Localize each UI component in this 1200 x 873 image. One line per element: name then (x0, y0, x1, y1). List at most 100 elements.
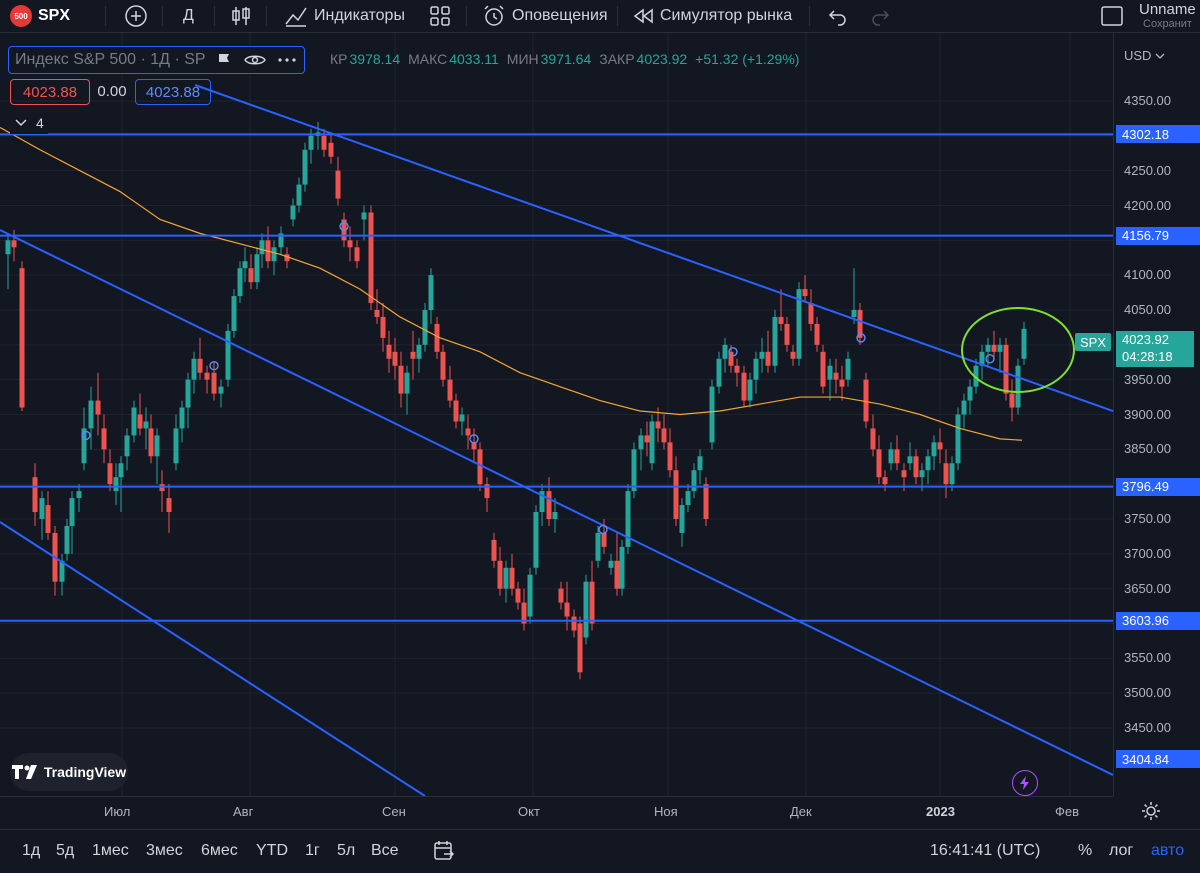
candle-body (790, 351, 796, 359)
symbol-legend[interactable]: Индекс S&P 500 · 1Д · SP (8, 46, 305, 74)
last-price: 4023.92 (1122, 332, 1169, 347)
candle-body (242, 261, 248, 269)
candle-body (1003, 344, 1009, 394)
event-marker[interactable] (339, 221, 349, 232)
flag-icon[interactable] (216, 52, 232, 68)
candle-body (997, 344, 1003, 352)
candle-body (124, 435, 130, 457)
candle-body (882, 477, 888, 485)
log-toggle[interactable]: лог (1109, 841, 1134, 859)
indicators-toggle[interactable]: 4 (10, 112, 48, 134)
candle-body (1009, 393, 1015, 408)
tradingview-icon (11, 765, 37, 779)
candle-body (539, 491, 545, 513)
undo-button[interactable] (826, 0, 848, 32)
replay-button[interactable]: Симулятор рынка (632, 0, 792, 32)
candle-body (772, 316, 778, 366)
compare-button[interactable] (124, 0, 148, 32)
candle-body (577, 623, 583, 673)
event-marker[interactable] (81, 430, 91, 441)
chart-type-button[interactable] (230, 0, 252, 32)
candle-body (521, 602, 527, 624)
candle-body (254, 254, 260, 283)
candle-body (716, 358, 722, 387)
sell-button[interactable]: 4023.88 (10, 79, 90, 105)
layouts-button[interactable] (430, 0, 450, 32)
candle-body (991, 344, 997, 352)
candle-body (95, 400, 101, 415)
range-button[interactable]: 5л (337, 841, 356, 859)
trendline[interactable] (0, 521, 426, 796)
candle-body (101, 428, 107, 450)
price-tick-label: 3450.00 (1124, 720, 1171, 735)
replay-label: Симулятор рынка (660, 7, 793, 24)
close-value: 4023.92 (636, 51, 688, 67)
redo-button[interactable] (870, 0, 892, 32)
range-button[interactable]: 1г (305, 841, 320, 859)
alerts-button[interactable]: Оповещения (482, 0, 608, 32)
interval-button[interactable]: Д (183, 7, 194, 24)
percent-toggle[interactable]: % (1078, 841, 1093, 859)
candle-body (321, 135, 327, 150)
range-button[interactable]: Все (371, 841, 399, 859)
event-marker[interactable] (598, 524, 608, 535)
chart-canvas (0, 33, 1113, 796)
candle-body (808, 303, 814, 324)
auto-toggle[interactable]: авто (1151, 841, 1185, 859)
range-button[interactable]: 3мес (146, 841, 183, 859)
layout-name[interactable]: Unname (1139, 1, 1196, 18)
moving-average-line[interactable] (0, 126, 1023, 441)
clock-display[interactable]: 16:41:41 (UTC) (930, 841, 1041, 859)
candles-icon (232, 7, 250, 25)
alerts-label: Оповещения (512, 7, 608, 24)
range-button[interactable]: YTD (256, 841, 288, 859)
more-icon[interactable] (276, 52, 298, 68)
currency-label: USD (1124, 48, 1152, 63)
price-tick-label: 4100.00 (1124, 267, 1171, 283)
price-scale[interactable] (1113, 33, 1200, 796)
event-marker[interactable] (856, 333, 866, 343)
event-marker[interactable] (728, 347, 738, 357)
candle-body (271, 247, 277, 262)
time-label: Июл (104, 804, 131, 819)
candle-body (503, 567, 509, 589)
tradingview-logo[interactable]: TradingView (10, 753, 128, 791)
candle-body (440, 351, 446, 380)
time-scale[interactable] (0, 796, 1113, 829)
highlight-ellipse[interactable] (961, 307, 1075, 393)
candle-body (259, 240, 265, 255)
date-range-button[interactable] (432, 829, 456, 872)
event-marker[interactable] (985, 354, 995, 364)
chart-settings-button[interactable] (1140, 800, 1162, 827)
event-marker[interactable] (469, 434, 479, 444)
eye-icon[interactable] (243, 52, 266, 68)
symbol-search[interactable]: 500 SPX (10, 0, 70, 32)
candle-body (802, 289, 808, 297)
indicators-button[interactable]: Индикаторы (284, 0, 405, 32)
candle-body (231, 296, 237, 331)
gear-icon (1142, 802, 1160, 820)
layout-checkbox[interactable] (1100, 0, 1124, 32)
range-button[interactable]: 1мес (92, 841, 129, 859)
candle-body (197, 358, 203, 373)
price-tick-label: 3900.00 (1124, 406, 1171, 422)
candle-body (955, 414, 961, 464)
candle-body (225, 330, 231, 380)
candle-body (374, 310, 380, 317)
range-button[interactable]: 1д (22, 841, 41, 859)
range-button[interactable]: 6мес (201, 841, 238, 859)
event-marker[interactable] (209, 361, 219, 371)
candle-body (631, 449, 637, 492)
candle-body (11, 240, 17, 248)
trendline[interactable] (194, 84, 1113, 412)
range-button[interactable]: 5д (56, 841, 75, 859)
buy-button[interactable]: 4023.88 (135, 79, 211, 105)
candle-body (290, 205, 296, 220)
candle-body (564, 602, 570, 617)
chart-pane[interactable] (0, 33, 1113, 796)
last-price-tag: 4023.92 04:28:18 (1116, 331, 1194, 367)
lightning-button[interactable] (1012, 770, 1038, 796)
trendline[interactable] (0, 229, 1113, 776)
currency-selector[interactable]: USD (1124, 48, 1165, 63)
candle-body (76, 491, 82, 499)
